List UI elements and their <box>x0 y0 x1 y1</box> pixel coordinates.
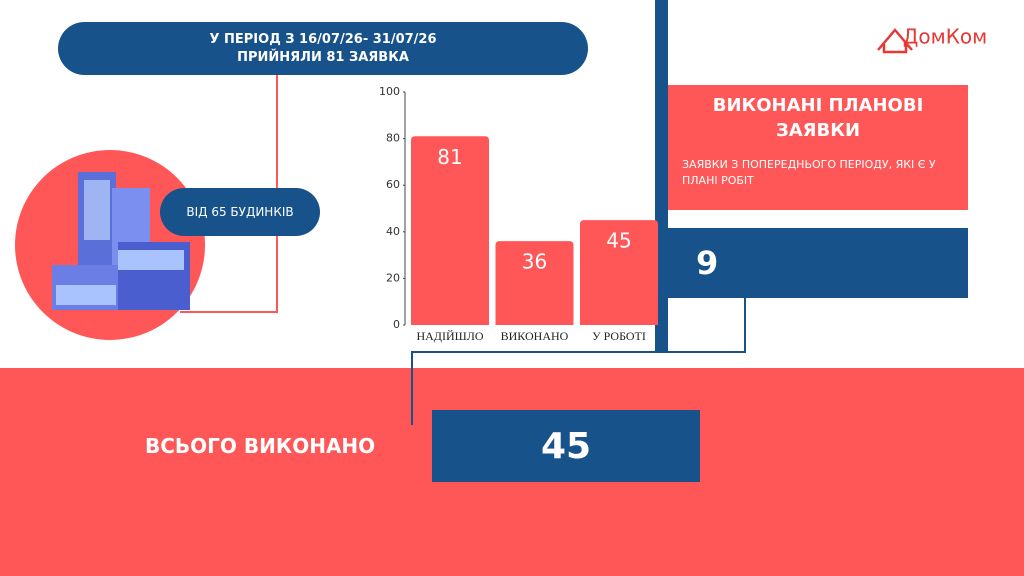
connector <box>180 75 278 313</box>
planned-subtitle: ЗАЯВКИ З ПОПЕРЕДНЬОГО ПЕРІОДУ, ЯКІ Є У П… <box>682 158 936 187</box>
total-value: 45 <box>540 425 592 467</box>
header-line: У ПЕРІОД З 16/07/26- 31/07/26 <box>209 31 437 47</box>
planned-title: ВИКОНАНІ ПЛАНОВІ ЗАЯВКИ <box>712 95 924 141</box>
logo-icon <box>877 28 913 54</box>
value-label: 45 <box>606 229 631 253</box>
y-tick-label: 40 <box>386 225 400 238</box>
header-line: ПРИЙНЯЛИ 81 ЗАЯВКА <box>237 49 409 65</box>
total-label: ВСЬОГО ВИКОНАНО <box>145 434 376 458</box>
x-tick-label: У РОБОТІ <box>592 329 646 343</box>
divider <box>655 0 668 352</box>
total-box: 45 <box>432 410 700 482</box>
y-tick-label: 60 <box>386 178 400 191</box>
y-tick-label: 0 <box>393 318 400 331</box>
value-label: 36 <box>522 250 547 274</box>
x-tick-label: ВИКОНАНО <box>501 329 569 343</box>
building-icon <box>52 172 190 310</box>
y-tick-label: 100 <box>379 85 400 98</box>
planned-value: 9 <box>696 244 719 282</box>
y-tick-label: 80 <box>386 132 400 145</box>
value-label: 81 <box>437 145 462 169</box>
badge: ВІД 65 БУДИНКІВ <box>160 188 320 236</box>
header: У ПЕРІОД З 16/07/26- 31/07/26 ПРИЙНЯЛИ 8… <box>58 22 588 75</box>
y-tick-label: 20 <box>386 271 400 284</box>
planned-panel: ВИКОНАНІ ПЛАНОВІ ЗАЯВКИ ЗАЯВКИ З ПОПЕРЕД… <box>668 85 968 210</box>
bar <box>411 136 489 325</box>
logo: ДомКом <box>903 25 987 49</box>
bar <box>495 241 574 325</box>
bar <box>580 220 658 325</box>
planned-box: 9 <box>668 228 968 298</box>
x-tick-label: НАДІЙШЛО <box>416 329 483 343</box>
connector <box>411 298 746 425</box>
